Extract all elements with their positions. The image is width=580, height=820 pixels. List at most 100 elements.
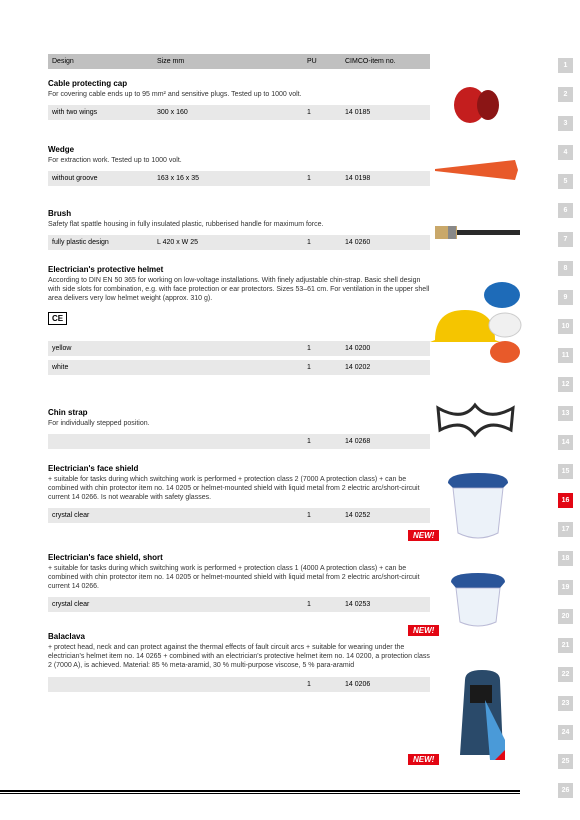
nav-tab-22[interactable]: 22 [558,667,573,682]
section-title: Brush [48,209,430,218]
product-image-balaclava [455,670,510,765]
cell-design: crystal clear [48,601,153,608]
cell-item: 14 0260 [333,239,430,246]
nav-tab-21[interactable]: 21 [558,638,573,653]
section-title: Wedge [48,145,430,154]
table-row: yellow 114 0200 [48,341,430,356]
product-image-chin-strap [433,400,518,440]
cell-size: L 420 x W 25 [153,239,303,246]
cell-pu: 1 [303,109,333,116]
table-row: fully plastic designL 420 x W 25114 0260 [48,235,430,250]
cell-size: 163 x 16 x 35 [153,175,303,182]
product-image-helmets [430,280,525,365]
product-image-cable-cap [450,85,505,125]
section-desc: For individually stepped position. [48,419,430,428]
header-pu: PU [303,58,333,65]
new-badge: NEW! [408,625,439,636]
table-row: crystal clear 114 0253 [48,597,430,612]
product-image-brush [430,218,520,248]
section-desc: For extraction work. Tested up to 1000 v… [48,156,430,165]
cell-pu: 1 [303,681,333,688]
nav-tab-4[interactable]: 4 [558,145,573,160]
section-title: Balaclava [48,632,430,641]
nav-tab-1[interactable]: 1 [558,58,573,73]
section-desc: + suitable for tasks during which switch… [48,564,430,591]
header-item: CIMCO-item no. [333,58,430,65]
table-row: white 114 0202 [48,360,430,375]
cell-item: 14 0253 [333,601,430,608]
cell-item: 14 0206 [333,681,430,688]
cell-design: without groove [48,175,153,182]
nav-tab-9[interactable]: 9 [558,290,573,305]
page-nav-tabs: 1234567891011121314151617181920212223242… [558,58,580,812]
nav-tab-14[interactable]: 14 [558,435,573,450]
cell-item: 14 0252 [333,512,430,519]
cell-size: 300 x 160 [153,109,303,116]
footer-rule-thin [0,793,520,794]
cell-pu: 1 [303,512,333,519]
product-image-wedge [430,155,520,185]
nav-tab-5[interactable]: 5 [558,174,573,189]
section-title: Cable protecting cap [48,79,430,88]
nav-tab-16[interactable]: 16 [558,493,573,508]
cell-design: with two wings [48,109,153,116]
nav-tab-7[interactable]: 7 [558,232,573,247]
table-row: 114 0268 [48,434,430,449]
header-design: Design [48,58,153,65]
cell-item: 14 0200 [333,345,430,352]
section-desc: Safety flat spattle housing in fully ins… [48,220,430,229]
nav-tab-15[interactable]: 15 [558,464,573,479]
footer-rule [0,790,520,792]
section-title: Electrician's face shield, short [48,553,430,562]
product-image-face-shield-short [443,570,513,635]
table-row: 114 0206 [48,677,430,692]
section-desc: + protect head, neck and can protect aga… [48,643,430,670]
new-badge: NEW! [408,754,439,765]
nav-tab-25[interactable]: 25 [558,754,573,769]
section-title: Chin strap [48,408,430,417]
new-badge: NEW! [408,530,439,541]
cell-pu: 1 [303,438,333,445]
table-row: with two wings300 x 160114 0185 [48,105,430,120]
nav-tab-17[interactable]: 17 [558,522,573,537]
nav-tab-2[interactable]: 2 [558,87,573,102]
section-desc: For covering cable ends up to 95 mm² and… [48,90,430,99]
nav-tab-6[interactable]: 6 [558,203,573,218]
header-size: Size mm [153,58,303,65]
nav-tab-19[interactable]: 19 [558,580,573,595]
section-desc: + suitable for tasks during which switch… [48,475,430,502]
nav-tab-13[interactable]: 13 [558,406,573,421]
nav-tab-10[interactable]: 10 [558,319,573,334]
table-row: without groove163 x 16 x 35114 0198 [48,171,430,186]
nav-tab-8[interactable]: 8 [558,261,573,276]
cell-design: white [48,364,153,371]
cell-pu: 1 [303,239,333,246]
cell-item: 14 0198 [333,175,430,182]
nav-tab-18[interactable]: 18 [558,551,573,566]
nav-tab-23[interactable]: 23 [558,696,573,711]
nav-tab-3[interactable]: 3 [558,116,573,131]
cell-pu: 1 [303,345,333,352]
product-image-face-shield [443,468,513,543]
cell-item: 14 0268 [333,438,430,445]
cell-design: crystal clear [48,512,153,519]
cell-pu: 1 [303,364,333,371]
table-header: Design Size mm PU CIMCO-item no. [48,54,430,69]
ce-mark: CE [48,312,67,325]
catalog-table: Design Size mm PU CIMCO-item no. Cable p… [48,0,430,692]
cell-design: fully plastic design [48,239,153,246]
cell-item: 14 0185 [333,109,430,116]
cell-item: 14 0202 [333,364,430,371]
nav-tab-24[interactable]: 24 [558,725,573,740]
nav-tab-20[interactable]: 20 [558,609,573,624]
cell-pu: 1 [303,601,333,608]
cell-design: yellow [48,345,153,352]
section-title: Electrician's face shield [48,464,430,473]
nav-tab-12[interactable]: 12 [558,377,573,392]
cell-pu: 1 [303,175,333,182]
table-row: crystal clear 114 0252 [48,508,430,523]
nav-tab-26[interactable]: 26 [558,783,573,798]
section-title: Electrician's protective helmet [48,265,430,274]
nav-tab-11[interactable]: 11 [558,348,573,363]
section-desc: According to DIN EN 50 365 for working o… [48,276,430,303]
